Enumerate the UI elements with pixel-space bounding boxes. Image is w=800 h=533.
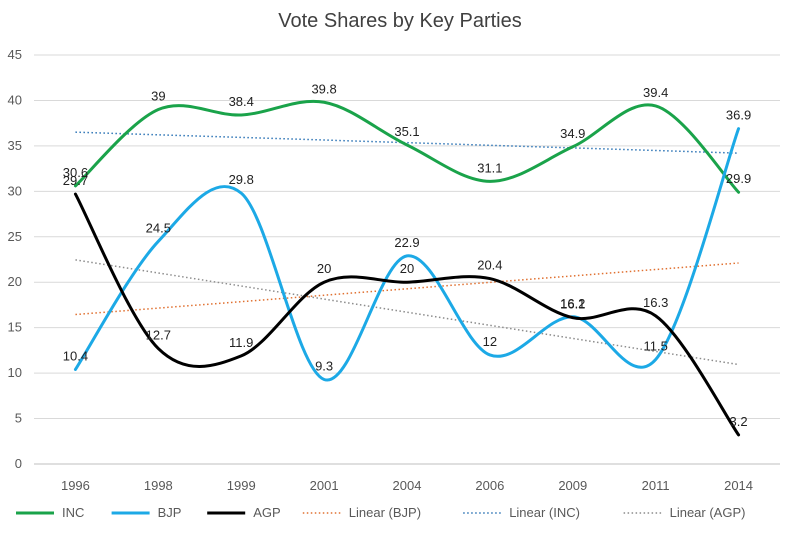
x-tick-label: 2004 <box>393 478 422 493</box>
legend-label: BJP <box>158 505 182 520</box>
data-label-inc: 30.6 <box>63 165 88 180</box>
x-tick-label: 1998 <box>144 478 173 493</box>
data-label-inc: 31.1 <box>477 160 502 175</box>
legend-label: Linear (INC) <box>509 505 580 520</box>
data-label-bjp: 10.4 <box>63 348 88 363</box>
series-line-agp <box>73 192 741 437</box>
data-label-inc: 39.4 <box>643 85 668 100</box>
y-tick-label: 40 <box>8 92 22 107</box>
data-label-agp: 16.1 <box>560 297 585 312</box>
data-label-bjp: 9.3 <box>315 358 333 373</box>
data-label-bjp: 12 <box>483 334 497 349</box>
x-tick-label: 1996 <box>61 478 90 493</box>
y-tick-label: 45 <box>8 47 22 62</box>
x-tick-label: 2006 <box>475 478 504 493</box>
data-label-agp: 12.7 <box>146 328 171 343</box>
y-tick-label: 25 <box>8 229 22 244</box>
y-tick-label: 5 <box>15 411 22 426</box>
x-tick-label: 1999 <box>227 478 256 493</box>
x-tick-label: 2014 <box>724 478 753 493</box>
data-label-inc: 39 <box>151 89 165 104</box>
data-label-agp: 20 <box>317 261 331 276</box>
legend-label: Linear (BJP) <box>349 505 421 520</box>
data-label-agp: 29.7 <box>63 173 88 188</box>
series-line-bjp <box>73 127 741 382</box>
x-tick-label: 2009 <box>558 478 587 493</box>
data-label-agp: 3.2 <box>730 414 748 429</box>
data-label-bjp: 29.8 <box>229 172 254 187</box>
data-label-inc: 38.4 <box>229 94 254 109</box>
data-label-inc: 35.1 <box>394 124 419 139</box>
data-label-bjp: 24.5 <box>146 220 171 235</box>
x-tick-label: 2001 <box>310 478 339 493</box>
legend-label: AGP <box>253 505 280 520</box>
data-label-inc: 29.9 <box>726 171 751 186</box>
legend-label: Linear (AGP) <box>670 505 746 520</box>
chart-title: Vote Shares by Key Parties <box>278 10 522 32</box>
y-tick-label: 10 <box>8 365 22 380</box>
data-label-agp: 16.3 <box>643 295 668 310</box>
data-label-bjp: 22.9 <box>394 235 419 250</box>
legend-label: INC <box>62 505 84 520</box>
y-tick-label: 0 <box>15 456 22 471</box>
data-label-agp: 20 <box>400 261 414 276</box>
trendline-inc <box>75 131 739 154</box>
data-label-inc: 39.8 <box>311 81 336 96</box>
y-tick-label: 35 <box>8 138 22 153</box>
data-label-bjp: 16.2 <box>560 296 585 311</box>
data-label-agp: 20.4 <box>477 258 502 273</box>
data-label-agp: 11.9 <box>229 335 253 350</box>
series-line-inc <box>73 99 741 194</box>
y-tick-label: 15 <box>8 320 22 335</box>
y-tick-label: 20 <box>8 274 22 289</box>
data-label-bjp: 36.9 <box>726 108 751 123</box>
data-label-inc: 34.9 <box>560 126 585 141</box>
trendline-bjp <box>75 262 739 316</box>
x-tick-label: 2011 <box>642 478 670 493</box>
y-tick-label: 30 <box>8 183 22 198</box>
data-label-bjp: 11.5 <box>643 338 667 353</box>
